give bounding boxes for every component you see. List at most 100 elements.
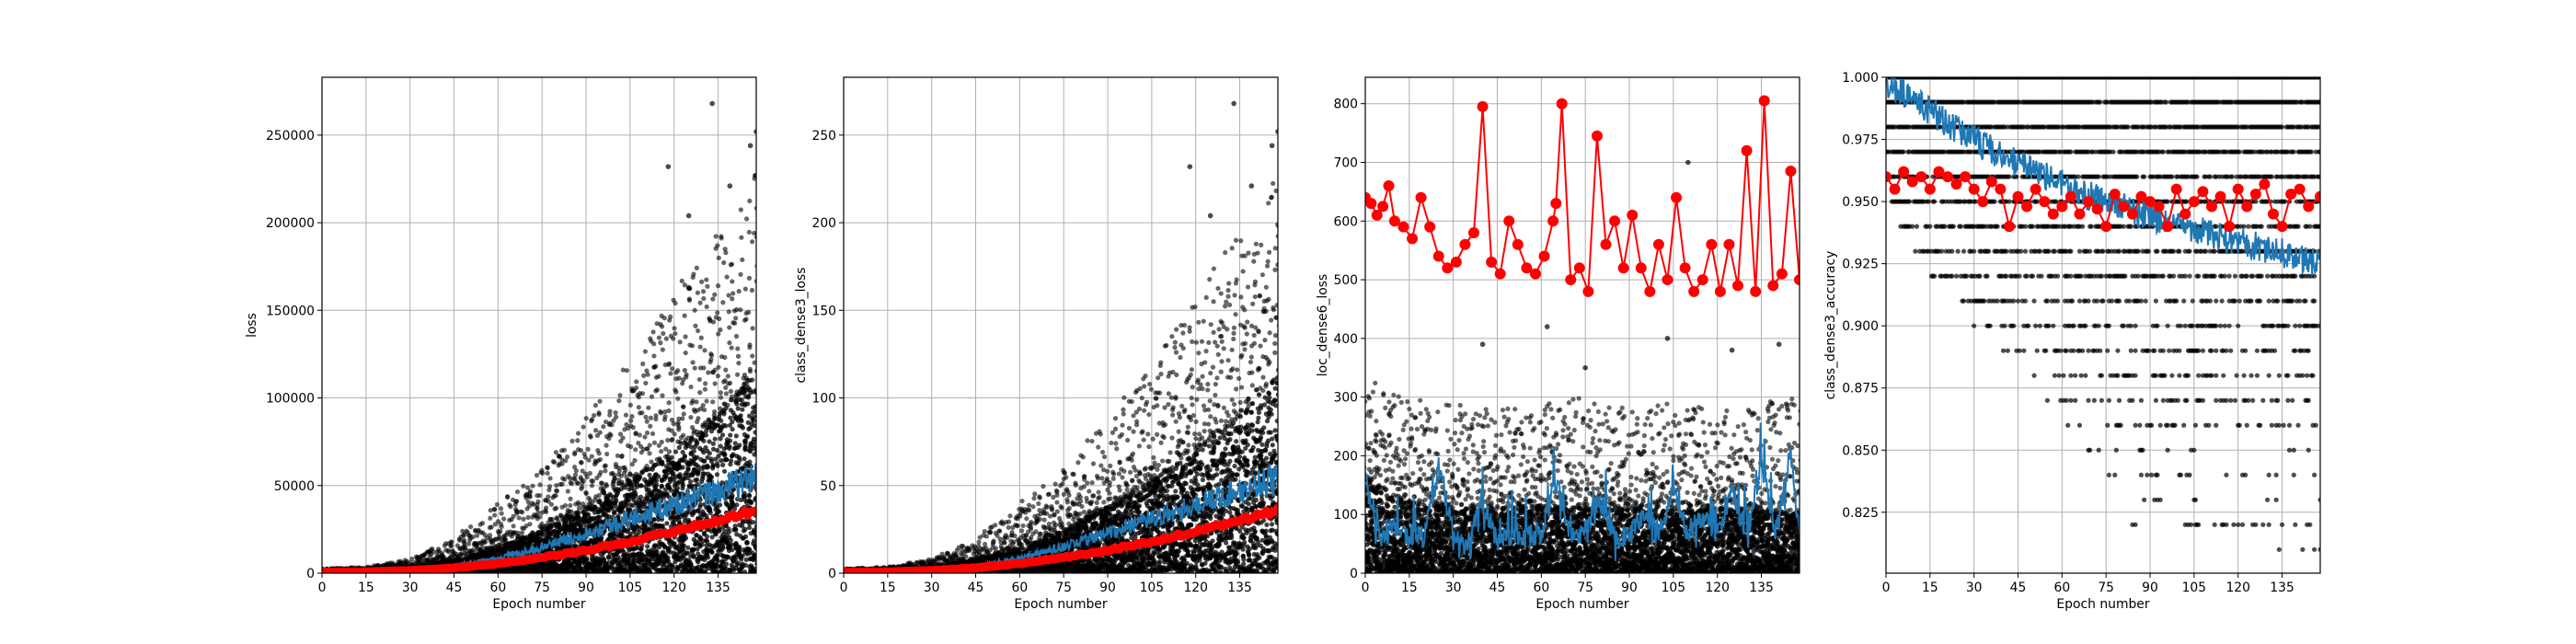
scatter-point [562, 448, 567, 453]
scatter-point [617, 468, 622, 473]
scatter-point [480, 521, 485, 525]
scatter-point [631, 425, 636, 430]
scatter-point [610, 562, 615, 567]
scatter-point [505, 494, 510, 499]
scatter-point [538, 470, 543, 475]
scatter-point [483, 539, 488, 544]
scatter-point [520, 531, 524, 535]
scatter-point [551, 459, 556, 464]
scatter-point [521, 484, 525, 489]
scatter-point [648, 443, 652, 447]
scatter-point [634, 385, 638, 390]
scatter-point [629, 414, 634, 419]
scatter-point [647, 473, 651, 477]
scatter-point [638, 432, 642, 437]
scatter-point [604, 443, 608, 448]
scatter-point [589, 434, 593, 439]
scatter-point [554, 506, 558, 511]
scatter-point [643, 381, 648, 385]
scatter-point [565, 454, 569, 459]
scatter-point [515, 531, 520, 535]
scatter-point [572, 452, 577, 456]
scatter-point [640, 362, 645, 366]
scatter-point [649, 416, 653, 420]
scatter-point [659, 449, 663, 454]
scatter-point [462, 541, 466, 546]
scatter-point [530, 500, 535, 505]
scatter-point [489, 524, 494, 529]
scatter-point [517, 515, 522, 520]
scatter-point [654, 482, 659, 487]
scatter-point [607, 492, 612, 497]
scatter-point [624, 413, 628, 418]
scatter-point [527, 522, 532, 526]
scatter-point [650, 431, 655, 436]
scatter-point [609, 422, 614, 427]
scatter-point [569, 480, 573, 485]
scatter-point [597, 399, 602, 404]
scatter-point [621, 466, 626, 470]
scatter-point [449, 539, 454, 544]
scatter-point [583, 471, 588, 476]
scatter-point [628, 419, 633, 423]
scatter-point [521, 517, 525, 522]
scatter-point [606, 556, 611, 560]
scatter-point [660, 324, 664, 328]
scatter-point [604, 452, 609, 456]
scatter-point [661, 347, 665, 351]
scatter-point [598, 536, 603, 541]
scatter-point [617, 393, 622, 397]
scatter-point [660, 393, 664, 397]
scatter-point [586, 458, 591, 463]
scatter-point [620, 435, 625, 440]
scatter-point [546, 494, 550, 499]
scatter-point [579, 460, 583, 465]
scatter-point [500, 524, 504, 529]
scatter-point [598, 457, 603, 462]
scatter-point [640, 391, 645, 396]
scatter-point [557, 520, 561, 524]
scatter-point [560, 482, 565, 487]
scatter-point [657, 335, 661, 339]
scatter-point [614, 415, 618, 420]
scatter-point [537, 514, 542, 519]
scatter-point [571, 566, 576, 570]
scatter-point [575, 438, 580, 443]
scatter-point [535, 473, 539, 477]
scatter-point [651, 353, 656, 358]
scatter-point [632, 458, 637, 463]
scatter-point [664, 521, 669, 525]
scatter-point [662, 417, 667, 421]
scatter-point [599, 480, 604, 485]
scatter-point [508, 504, 512, 509]
scatter-point [653, 548, 658, 553]
scatter-point [597, 473, 602, 477]
scatter-point [538, 482, 543, 487]
scatter-point [660, 440, 664, 444]
scatter-point [569, 439, 574, 443]
scatter-point [569, 509, 573, 513]
scatter-point [634, 379, 638, 384]
scatter-point [615, 490, 620, 495]
scatter-point [650, 478, 654, 483]
scatter-point [649, 492, 653, 497]
scatter-point [603, 468, 607, 473]
scatter-point [535, 500, 540, 504]
scatter-point [579, 448, 583, 453]
scatter-point [488, 516, 492, 521]
scatter-point [628, 403, 633, 408]
scatter-point [633, 447, 638, 452]
scatter-point [660, 484, 664, 489]
scatter-point [664, 475, 669, 479]
scatter-point [656, 374, 661, 378]
scatter-point [589, 419, 593, 423]
scatter-point [627, 498, 631, 502]
scatter-point [653, 364, 658, 369]
scatter-point [607, 408, 612, 413]
scatter-point [492, 507, 497, 512]
scatter-point [581, 478, 585, 483]
scatter-point [647, 451, 651, 455]
scatter-point [639, 470, 644, 475]
scatter-point [650, 395, 654, 399]
